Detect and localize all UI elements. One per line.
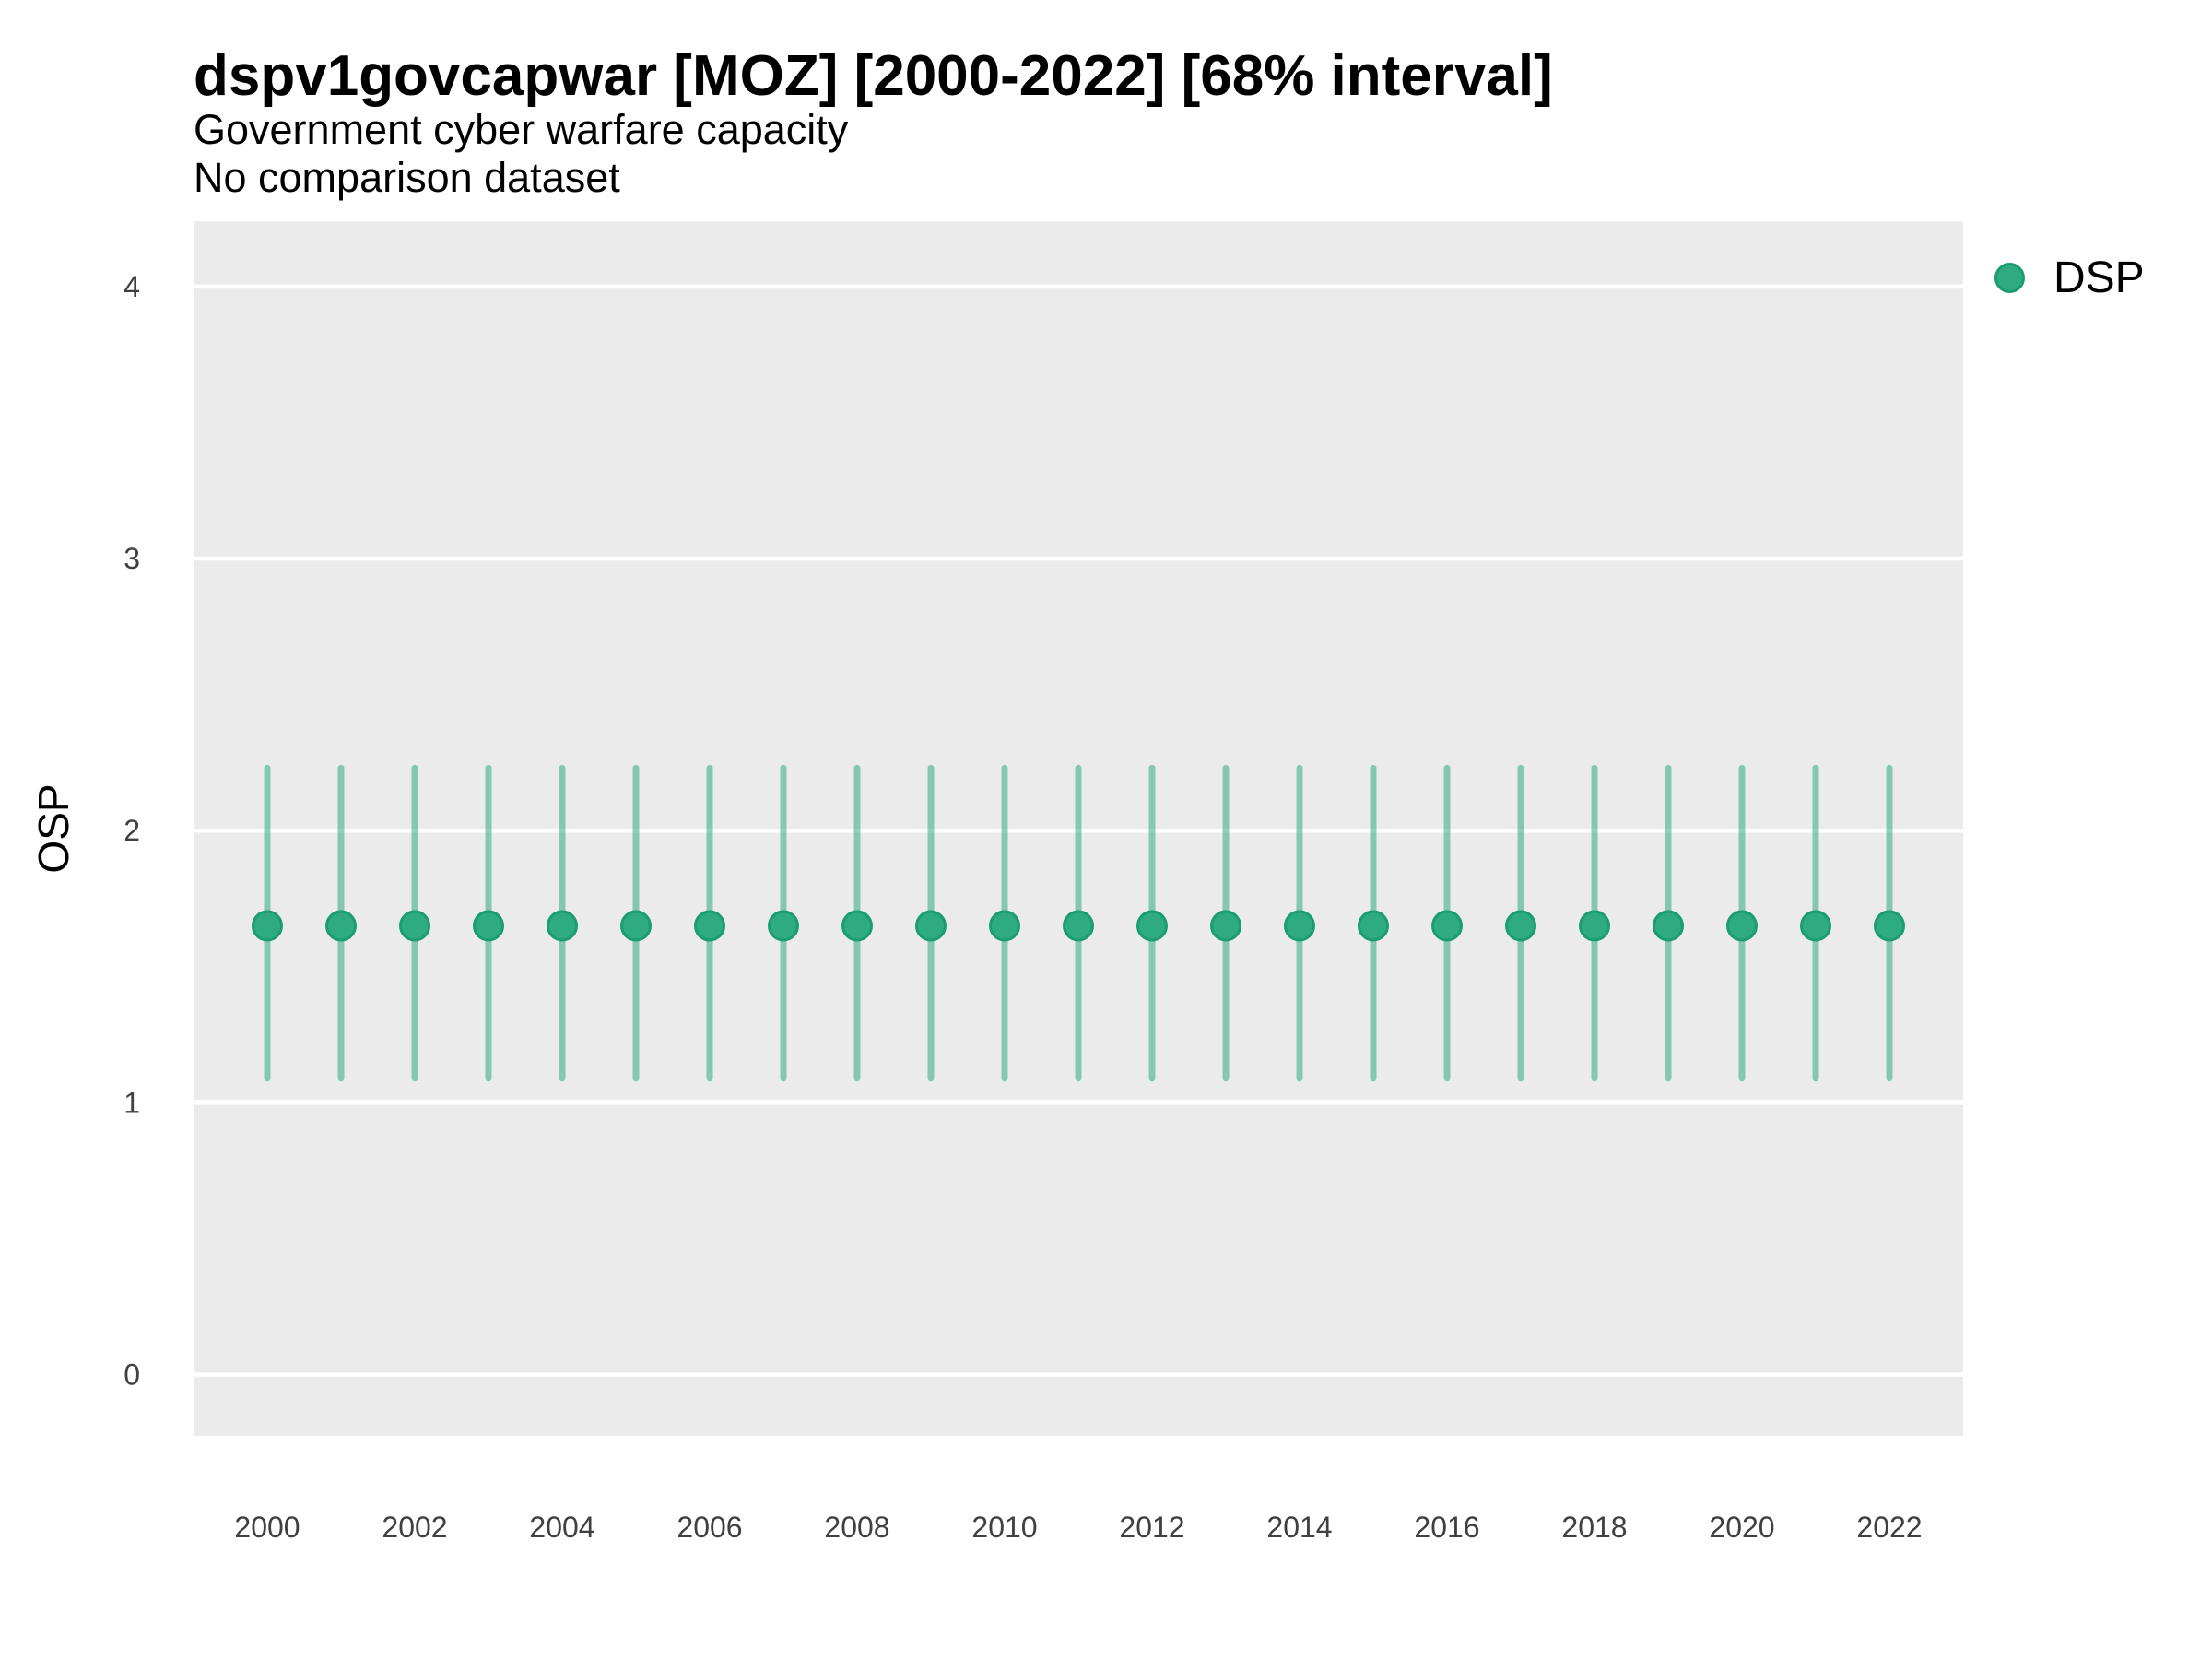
x-tick-label: 2016 bbox=[1414, 1511, 1479, 1544]
data-point-2001 bbox=[325, 910, 357, 942]
data-point-2019 bbox=[1653, 910, 1684, 942]
data-point-2011 bbox=[1063, 910, 1094, 942]
x-tick-label: 2002 bbox=[382, 1511, 447, 1544]
data-point-2002 bbox=[399, 910, 430, 942]
chart-title: dspv1govcapwar [MOZ] [2000-2022] [68% in… bbox=[194, 44, 1553, 108]
data-point-2013 bbox=[1210, 910, 1241, 942]
legend-point-icon bbox=[1994, 262, 2025, 293]
data-point-2016 bbox=[1431, 910, 1463, 942]
x-tick-label: 2008 bbox=[824, 1511, 889, 1544]
data-point-2012 bbox=[1136, 910, 1168, 942]
data-point-2015 bbox=[1358, 910, 1389, 942]
data-point-2014 bbox=[1284, 910, 1315, 942]
data-point-2017 bbox=[1505, 910, 1536, 942]
y-tick-label: 0 bbox=[124, 1359, 140, 1392]
data-point-2003 bbox=[473, 910, 504, 942]
data-point-2010 bbox=[989, 910, 1020, 942]
data-point-2020 bbox=[1726, 910, 1758, 942]
data-point-2022 bbox=[1874, 910, 1905, 942]
x-tick-label: 2000 bbox=[234, 1511, 300, 1544]
x-tick-label: 2014 bbox=[1266, 1511, 1332, 1544]
data-point-2008 bbox=[841, 910, 873, 942]
x-tick-label: 2012 bbox=[1119, 1511, 1184, 1544]
legend-label: DSP bbox=[2053, 253, 2145, 302]
x-tick-label: 2006 bbox=[677, 1511, 742, 1544]
data-point-2006 bbox=[694, 910, 725, 942]
x-tick-label: 2018 bbox=[1561, 1511, 1627, 1544]
data-point-2009 bbox=[915, 910, 947, 942]
data-point-2004 bbox=[547, 910, 578, 942]
y-axis-label: OSP bbox=[29, 783, 77, 874]
y-tick-label: 1 bbox=[124, 1086, 140, 1119]
chart-subtitle: Government cyber warfare capacity bbox=[194, 106, 849, 153]
y-tick-label: 4 bbox=[124, 270, 140, 303]
data-point-2007 bbox=[768, 910, 799, 942]
x-tick-label: 2022 bbox=[1856, 1511, 1922, 1544]
y-tick-label: 3 bbox=[124, 542, 140, 575]
data-point-2000 bbox=[252, 910, 283, 942]
data-point-2005 bbox=[620, 910, 652, 942]
data-point-2018 bbox=[1579, 910, 1610, 942]
data-point-2021 bbox=[1800, 910, 1831, 942]
y-tick-label: 2 bbox=[124, 814, 140, 847]
x-tick-label: 2010 bbox=[971, 1511, 1037, 1544]
x-tick-label: 2020 bbox=[1709, 1511, 1774, 1544]
legend: DSP bbox=[1994, 253, 2145, 302]
x-tick-label: 2004 bbox=[529, 1511, 594, 1544]
comparison-note: No comparison dataset bbox=[194, 154, 620, 201]
